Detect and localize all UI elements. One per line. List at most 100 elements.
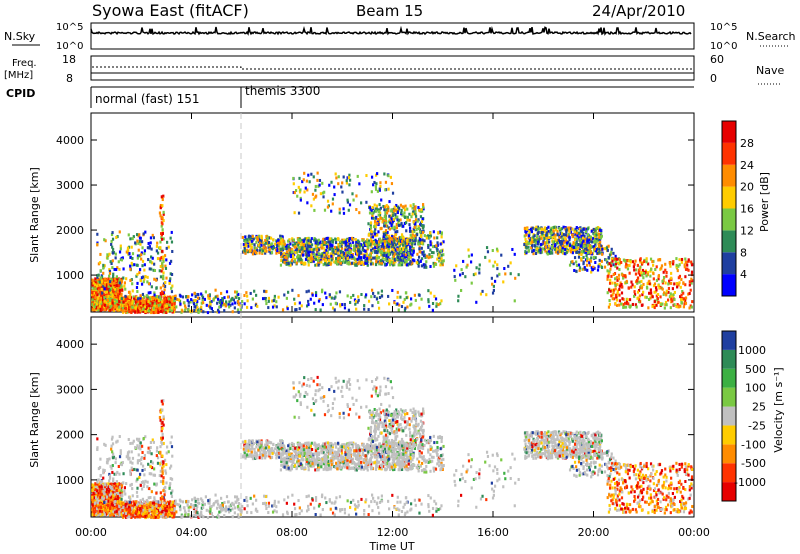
power-echo [493,260,497,264]
power-echo [397,258,400,262]
power-echo [586,256,589,260]
power-echo [117,260,120,264]
power-echo [517,273,520,277]
power-echo [573,238,577,242]
power-echo [249,236,252,240]
power-echo [402,236,405,240]
power-echo [97,273,100,277]
power-echo [672,262,675,266]
power-echo [384,257,387,261]
power-echo [399,255,402,259]
power-echo [578,252,581,256]
power-echo [126,248,129,252]
power-echo [118,281,122,285]
power-echo [320,243,323,247]
power-echo [534,228,538,232]
power-echo [536,227,539,231]
power-echo [341,260,344,264]
power-echo [593,266,596,270]
power-echo [223,296,226,300]
power-echo [682,297,686,301]
power-echo [348,203,352,207]
power-echo [91,303,94,307]
power-echo [216,297,220,301]
power-echo [109,281,113,285]
power-echo [664,300,668,304]
power-echo [157,302,160,306]
power-echo [555,228,558,232]
power-echo [382,218,385,222]
power-echo [206,311,210,315]
power-echo [135,274,138,278]
power-echo [337,254,340,258]
power-echo [609,267,612,271]
power-echo [328,240,331,244]
power-echo [120,279,123,283]
power-echo [660,266,663,270]
power-echo [138,239,141,243]
power-echo [383,224,386,228]
cpid-label: CPID [6,87,35,100]
power-echo [183,301,186,305]
power-echo [362,262,365,266]
power-echo [113,287,117,291]
power-echo [621,285,624,289]
power-echo [307,303,310,307]
power-echo [400,233,404,237]
power-echo [119,244,122,248]
power-echo [579,226,582,230]
power-echo [256,238,260,242]
power-echo [411,210,415,214]
power-echo [677,305,681,309]
power-echo [406,215,409,219]
power-echo [404,242,408,246]
power-echo [323,248,326,252]
power-echo [408,212,411,216]
power-echo [276,244,279,248]
power-echo [683,263,686,267]
power-echo [248,241,251,245]
power-echo [379,259,383,263]
power-echo [307,263,310,267]
power-echo [691,263,694,267]
power-echo [405,263,409,267]
power-echo [611,293,614,297]
power-echo [114,292,117,296]
power-echo [418,238,422,242]
power-echo [319,240,322,244]
power-echo [120,308,123,312]
power-echo [633,294,636,298]
power-echo [342,207,345,211]
power-echo [223,302,226,306]
power-echo [607,262,610,266]
power-echo [164,264,167,268]
power-echo [155,305,158,309]
power-echo [245,305,249,309]
power-echo [421,230,425,234]
power-echo [354,302,357,306]
power-echo [149,300,152,304]
power-echo [285,250,289,254]
power-echo [283,293,286,297]
power-echo [618,267,621,271]
power-echo [419,215,423,219]
power-echo [102,271,105,275]
power-echo [590,245,594,249]
power-echo [647,262,650,266]
power-echo [399,295,402,299]
power-echo [420,210,423,214]
power-echo [474,272,477,276]
power-echo [410,245,414,249]
nave-trace [92,66,694,70]
power-echo [345,257,348,261]
power-echo [169,277,172,281]
power-echo [160,256,163,260]
power-echo [607,272,610,276]
power-echo [194,298,197,302]
power-echo [375,297,379,301]
power-echo [169,272,172,276]
power-echo [400,222,403,226]
power-echo [296,255,299,259]
power-echo [466,263,469,267]
